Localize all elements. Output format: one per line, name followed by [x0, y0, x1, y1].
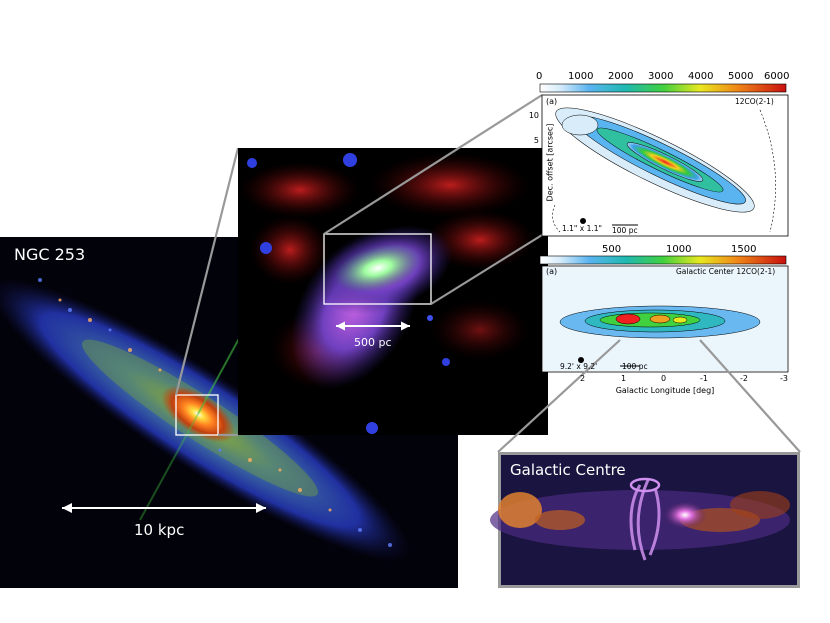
colorbar-tick: 3000 [648, 71, 674, 82]
x-axis-label: Galactic Longitude [deg] [615, 386, 715, 395]
x-tick: -2 [740, 374, 748, 383]
scalebar-label: 100 pc [622, 362, 648, 371]
colorbar-tick: 0 [536, 71, 543, 82]
y-tick: 10 [528, 111, 539, 120]
y-tick: -10 [525, 208, 539, 217]
colorbar-tick: 2000 [608, 71, 634, 82]
scalebar-label: 100 pc [612, 226, 638, 235]
colorbar-ticks-bottom: 0 500 1000 1500 [534, 244, 796, 256]
colorbar-tick: 5000 [728, 71, 754, 82]
y-ticks: 10 5 0 -5 -10 [525, 107, 539, 227]
galactic-centre-title: Galactic Centre [510, 461, 626, 479]
colorbar-ticks-top: 0 1000 2000 3000 4000 5000 6000 [534, 71, 796, 83]
y-tick: 0 [533, 160, 539, 169]
connector-line [699, 339, 801, 453]
y-tick: -1 [531, 347, 539, 356]
galactic-centre-image [490, 452, 800, 588]
y-tick: 5 [533, 136, 539, 145]
x-tick: 3 [540, 374, 546, 383]
galaxy-title: NGC 253 [14, 245, 86, 264]
line-label: 12CO(2-1) [735, 97, 774, 106]
colorbar-tick: 1000 [568, 71, 594, 82]
connector-line [174, 147, 240, 396]
y-axis-label: Dec. offset [arcsec] [545, 123, 555, 202]
x-tick: 1 [621, 374, 627, 383]
co-map-galactic-center [539, 255, 789, 373]
zoom-box-inset [323, 233, 432, 305]
inset-image [238, 148, 548, 435]
y-tick: 1 [533, 275, 539, 284]
beam-marker [578, 357, 584, 363]
connector-line [430, 234, 543, 305]
colorbar-tick: 500 [602, 244, 622, 255]
connector-line [497, 339, 621, 453]
x-tick: 0 [661, 374, 667, 383]
colorbar-tick: 6000 [764, 71, 790, 82]
y-tick: -5 [531, 184, 539, 193]
x-tick: 2 [580, 374, 586, 383]
colorbar [539, 83, 787, 93]
panel-tag: (a) [546, 267, 558, 276]
zoom-box-galaxy [175, 394, 219, 436]
beam-label: 1.1" x 1.1" [562, 224, 602, 233]
beam-marker [580, 218, 586, 224]
galaxy-scale-label: 10 kpc [134, 521, 185, 539]
inset-scale-label: 500 pc [354, 336, 392, 349]
panel-tag: (a) [546, 97, 558, 106]
x-tick: -3 [780, 374, 788, 383]
colorbar-tick: 1000 [666, 244, 692, 255]
y-tick: 0 [533, 311, 539, 320]
colorbar-tick: 0 [536, 244, 543, 255]
colorbar-tick: 4000 [688, 71, 714, 82]
colorbar-tick: 1500 [731, 244, 757, 255]
colorbar [539, 255, 787, 265]
line-label: Galactic Center 12CO(2-1) [676, 267, 776, 276]
co-map-ngc253 [539, 83, 789, 237]
x-ticks: 3 2 1 0 -1 -2 -3 [538, 374, 794, 386]
x-tick: -1 [700, 374, 708, 383]
connector-line [323, 94, 543, 235]
y-ticks: 1 0 -1 [525, 272, 539, 368]
beam-label: 9.2' x 9.2' [560, 362, 598, 371]
